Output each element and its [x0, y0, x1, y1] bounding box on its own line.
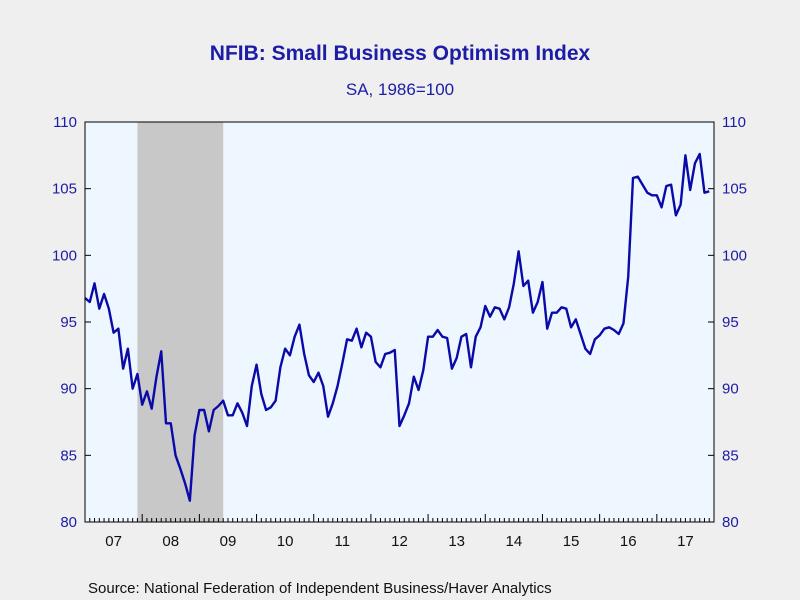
source-note: Source: National Federation of Independe… — [88, 580, 552, 597]
chart-subtitle: SA, 1986=100 — [346, 80, 454, 99]
x-tick-label: 15 — [563, 533, 580, 550]
y-left-tick-label: 95 — [60, 314, 77, 331]
x-tick-label: 10 — [277, 533, 294, 550]
y-right-tick-label: 100 — [722, 247, 747, 264]
x-tick-label: 07 — [105, 533, 122, 550]
y-right-tick-label: 110 — [722, 114, 746, 131]
chart-title: NFIB: Small Business Optimism Index — [210, 42, 591, 65]
x-tick-label: 13 — [448, 533, 465, 550]
x-tick-label: 12 — [391, 533, 408, 550]
recession-band — [137, 122, 224, 522]
y-right-tick-label: 90 — [722, 381, 739, 398]
x-tick-label: 11 — [335, 533, 351, 550]
x-tick-label: 08 — [162, 533, 179, 550]
y-axis-right: 80 85 90 95 100 105 110 — [708, 114, 747, 531]
y-left-tick-label: 105 — [52, 181, 77, 198]
y-right-tick-label: 80 — [722, 514, 739, 531]
y-left-tick-label: 85 — [60, 447, 77, 464]
x-tick-label: 14 — [506, 533, 523, 550]
series-layer — [84, 152, 710, 502]
y-left-tick-label: 90 — [60, 381, 77, 398]
y-right-tick-label: 85 — [722, 447, 739, 464]
y-right-tick-label: 95 — [722, 314, 739, 331]
series-line-0 — [84, 152, 710, 502]
y-right-tick-label: 105 — [722, 181, 747, 198]
y-left-tick-label: 110 — [53, 114, 77, 131]
y-left-tick-label: 100 — [52, 247, 77, 264]
y-axis-left: 80 85 90 95 100 105 110 — [52, 114, 91, 531]
y-left-tick-label: 80 — [60, 514, 77, 531]
x-tick-label: 09 — [220, 533, 237, 550]
x-axis: 07 08 09 10 11 12 13 14 15 16 17 — [84, 514, 715, 550]
x-tick-label: 17 — [677, 533, 694, 550]
x-tick-label: 16 — [620, 533, 637, 550]
